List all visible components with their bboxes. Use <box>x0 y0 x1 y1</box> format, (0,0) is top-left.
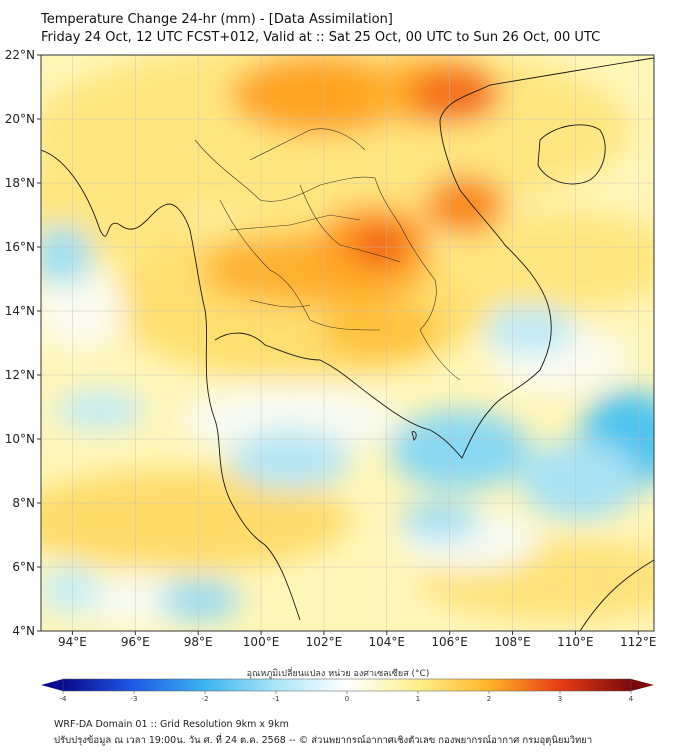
map-subtitle: Friday 24 Oct, 12 UTC FCST+012, Valid at… <box>41 30 601 45</box>
lat-label: 18°N <box>5 176 35 190</box>
longitude-axis: 94°E 96°E 98°E 100°E 102°E 104°E 106°E 108°E 110… <box>58 631 657 649</box>
colorbar-tick-label: 3 <box>558 695 562 703</box>
lat-label: 20°N <box>5 112 35 126</box>
map-title: Temperature Change 24-hr (mm) - [Data As… <box>41 12 393 27</box>
mainland-coastline <box>41 149 301 621</box>
map-frame <box>40 54 655 632</box>
colorbar-tick-label: 2 <box>487 695 491 703</box>
colorbar-tick-label: -1 <box>273 695 280 703</box>
lon-label: 98°E <box>184 635 213 649</box>
footer-credit: ปรับปรุงข้อมูล ณ เวลา 19:00น. วัน ศ. ที่… <box>54 735 593 746</box>
lat-label: 22°N <box>5 48 35 62</box>
lon-label: 110°E <box>557 635 594 649</box>
lon-label: 96°E <box>121 635 150 649</box>
lat-label: 10°N <box>5 432 35 446</box>
colorbar-tick-label: -2 <box>202 695 209 703</box>
phu-quoc-island <box>411 431 417 441</box>
hainan-island <box>537 124 606 185</box>
lon-label: 94°E <box>58 635 87 649</box>
latitude-axis: 22°N 20°N 18°N 16°N 14°N 12°N 10°N 8°N 6°N 4°N <box>5 48 41 638</box>
lat-label: 8°N <box>12 496 35 510</box>
footer-model-info: WRF-DA Domain 01 :: Grid Resolution 9km … <box>54 719 289 730</box>
lon-label: 100°E <box>243 635 280 649</box>
colorbar-tick-label: -3 <box>131 695 138 703</box>
lon-label: 104°E <box>369 635 406 649</box>
colorbar: -4 -3 -2 -1 0 1 2 3 4 <box>41 678 654 703</box>
colorbar-tick-label: 4 <box>629 695 634 703</box>
lat-label: 12°N <box>5 368 35 382</box>
colorbar-ticks: -4 -3 -2 -1 0 1 2 3 4 <box>60 691 634 703</box>
lat-label: 16°N <box>5 240 35 254</box>
colorbar-title: อุณหภูมิเปลี่ยนแปลง หน่วย องศาเซลเซียส (… <box>246 669 430 679</box>
gulf-coastline <box>214 57 654 459</box>
colorbar-tick-label: 1 <box>416 695 420 703</box>
lon-label: 108°E <box>494 635 531 649</box>
coastlines <box>41 57 654 631</box>
lon-label: 106°E <box>431 635 468 649</box>
lon-label: 112°E <box>620 635 657 649</box>
lon-label: 102°E <box>306 635 343 649</box>
lat-label: 4°N <box>12 624 35 638</box>
lat-label: 14°N <box>5 304 35 318</box>
temperature-field <box>41 55 654 631</box>
lat-label: 6°N <box>12 560 35 574</box>
colorbar-tick-label: -4 <box>60 695 68 703</box>
colorbar-tick-label: 0 <box>345 695 349 703</box>
province-borders <box>194 128 461 381</box>
borneo-coast <box>579 559 654 631</box>
